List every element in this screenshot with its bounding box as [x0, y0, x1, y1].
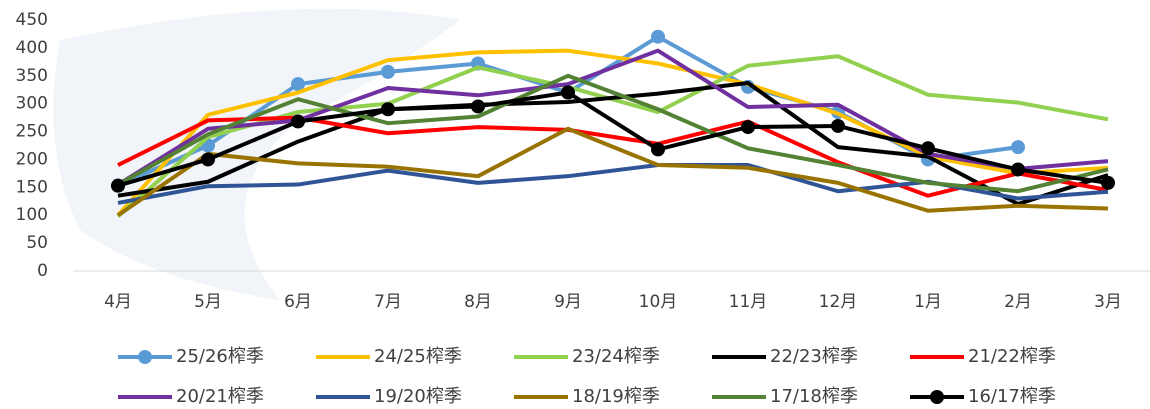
- y-tick-label: 450: [16, 10, 48, 30]
- series-marker: [291, 114, 305, 129]
- series-marker: [471, 99, 485, 114]
- x-tick-label: 12月: [819, 292, 858, 312]
- legend-marker: [930, 390, 944, 404]
- x-tick-label: 11月: [729, 292, 768, 312]
- legend-marker: [138, 350, 152, 364]
- legend-label: 21/22榨季: [968, 346, 1056, 367]
- series-marker: [201, 152, 215, 167]
- legend-label: 17/18榨季: [770, 386, 858, 407]
- legend-label: 16/17榨季: [968, 386, 1056, 407]
- y-tick-label: 0: [37, 261, 48, 281]
- series-marker: [921, 141, 935, 156]
- series-marker: [1101, 175, 1115, 190]
- series-line: [117, 90, 1109, 188]
- series-marker: [291, 77, 305, 92]
- y-tick-label: 250: [16, 122, 48, 142]
- watermark: [53, 8, 460, 300]
- series-line: [117, 73, 1109, 194]
- series-line: [117, 115, 1109, 198]
- series-line: [116, 126, 1109, 217]
- series-marker: [381, 102, 395, 117]
- series-marker: [381, 64, 395, 79]
- series-marker: [561, 85, 575, 100]
- series-marker: [741, 120, 755, 135]
- series-line: [116, 48, 1109, 187]
- y-tick-label: 200: [16, 149, 48, 169]
- y-tick-label: 400: [16, 38, 48, 58]
- legend-label: 25/26榨季: [176, 346, 264, 367]
- series-marker: [651, 142, 665, 157]
- legend-label: 24/25榨季: [374, 346, 462, 367]
- x-tick-label: 7月: [374, 292, 402, 312]
- legend: 25/26榨季 24/25榨季 23/24榨季 22/23榨季 21/22榨季 20/21…: [118, 346, 1056, 407]
- legend-label: 18/19榨季: [572, 386, 660, 407]
- series-line: [116, 48, 1109, 217]
- x-tick-label: 1月: [914, 292, 942, 312]
- x-tick-label: 8月: [464, 292, 492, 312]
- legend-label: 20/21榨季: [176, 386, 264, 407]
- series-marker: [651, 29, 665, 44]
- legend-label: 19/20榨季: [374, 386, 462, 407]
- x-tick-label: 6月: [284, 292, 312, 312]
- series-line: [117, 81, 1109, 207]
- series-marker: [831, 118, 845, 133]
- y-tick-label: 100: [16, 205, 48, 225]
- y-tick-label: 150: [16, 177, 48, 197]
- series-marker: [111, 178, 125, 193]
- x-tick-label: 3月: [1094, 292, 1122, 312]
- y-tick-label: 350: [16, 66, 48, 86]
- x-tick-label: 2月: [1004, 292, 1032, 312]
- x-tick-label: 9月: [554, 292, 582, 312]
- legend-label: 22/23榨季: [770, 346, 858, 367]
- x-tick-label: 5月: [194, 292, 222, 312]
- x-tick-label: 10月: [639, 292, 678, 312]
- series-marker: [1011, 162, 1025, 177]
- x-tick-label: 4月: [104, 292, 132, 312]
- legend-label: 23/24榨季: [572, 346, 660, 367]
- y-tick-label: 300: [16, 94, 48, 114]
- series-marker: [1011, 140, 1025, 155]
- y-tick-label: 50: [26, 233, 48, 253]
